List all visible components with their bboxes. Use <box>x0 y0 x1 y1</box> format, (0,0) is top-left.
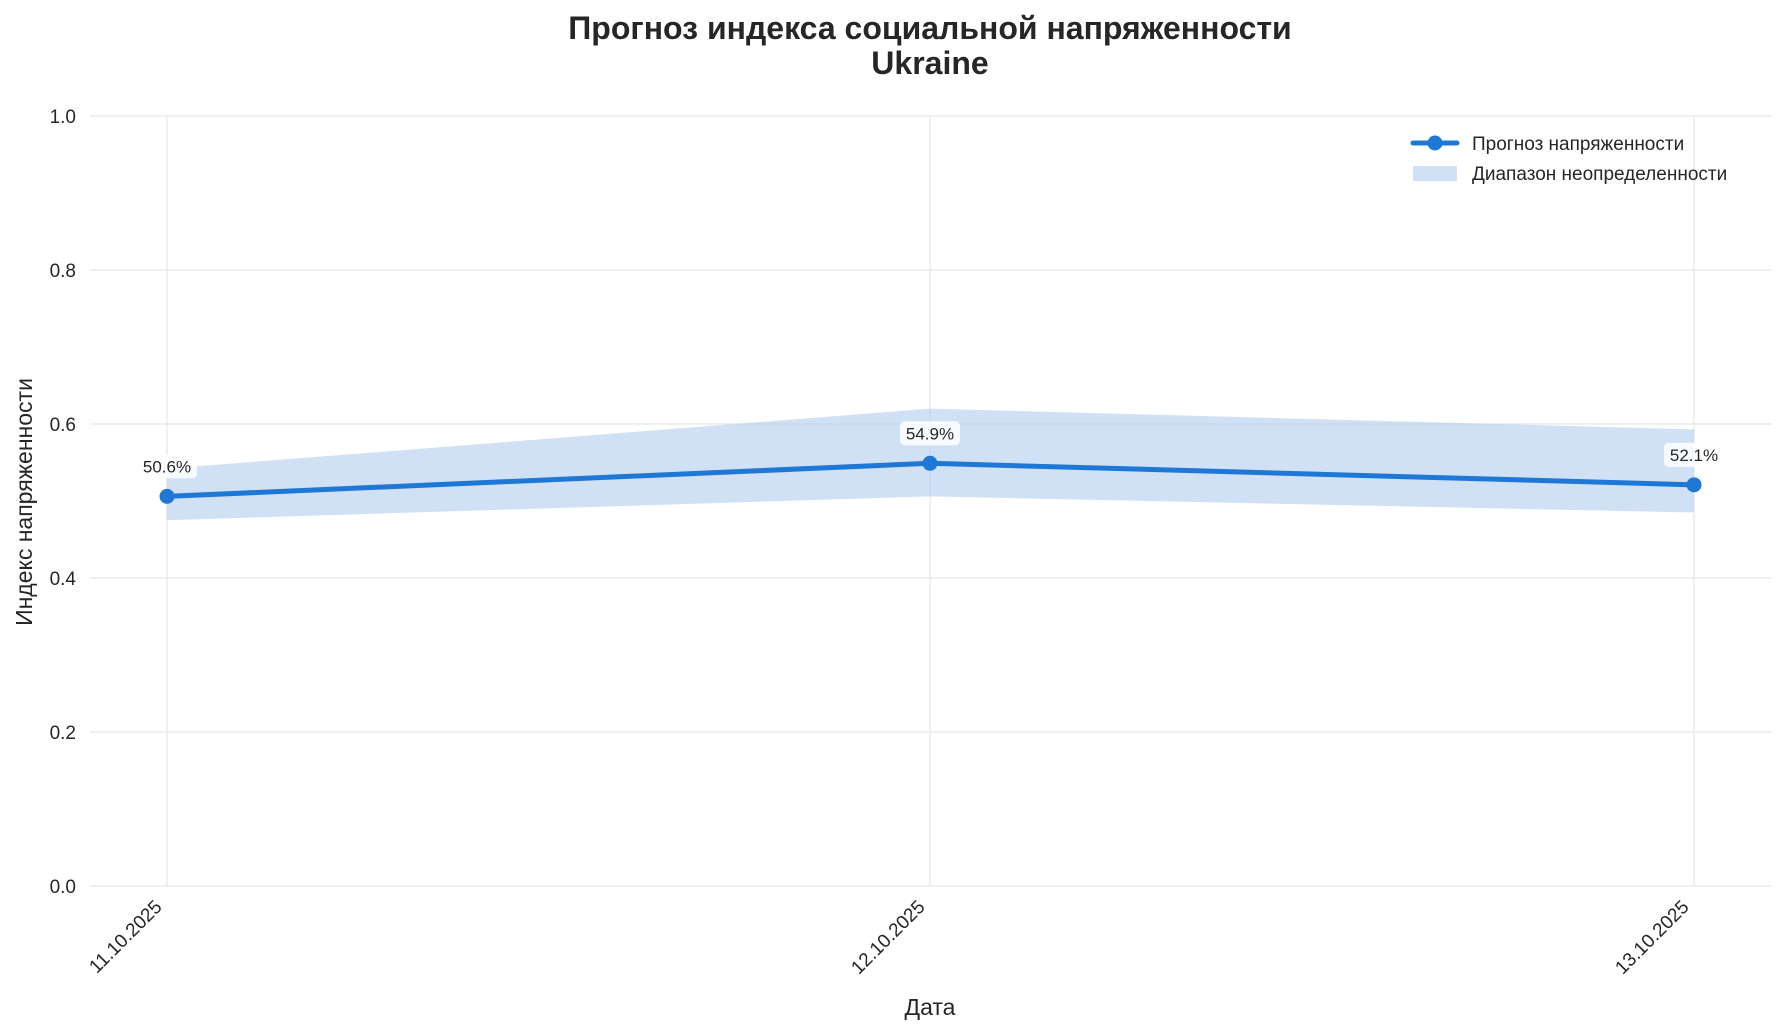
y-axis-label: Индекс напряженности <box>11 378 37 626</box>
data-labels: 50.6% 54.9% 52.1% <box>137 421 1724 479</box>
chart-subtitle: Ukraine <box>871 45 988 81</box>
data-point <box>159 488 175 504</box>
y-tick-label: 0.2 <box>50 723 76 744</box>
grid <box>90 115 1772 887</box>
data-label: 54.9% <box>906 424 954 443</box>
series-layer <box>159 455 1702 504</box>
y-tick-label: 0.6 <box>50 415 76 436</box>
y-tick-label: 0.0 <box>50 877 76 898</box>
x-axis-label: Дата <box>905 994 956 1020</box>
legend-series-label: Прогноз напряженности <box>1472 134 1684 155</box>
x-tick-label: 12.10.2025 <box>847 897 929 979</box>
data-label-box <box>137 454 197 479</box>
data-point <box>922 455 938 471</box>
data-label: 50.6% <box>143 457 191 476</box>
y-tick-label: 0.8 <box>50 261 76 282</box>
data-point <box>1686 477 1702 493</box>
y-tick-label: 1.0 <box>50 107 76 128</box>
legend: Прогноз напряженности Диапазон неопредел… <box>1410 134 1727 185</box>
data-label-box <box>900 421 960 446</box>
chart-title: Прогноз индекса социальной напряженности <box>568 10 1291 46</box>
legend-band-swatch <box>1413 166 1457 181</box>
legend-marker-swatch <box>1427 135 1443 151</box>
x-tick-label: 11.10.2025 <box>85 897 166 978</box>
legend-band-label: Диапазон неопределенности <box>1472 164 1727 185</box>
data-label: 52.1% <box>1670 446 1718 465</box>
data-label-box <box>1664 442 1724 467</box>
x-tick-labels: 11.10.2025 12.10.2025 13.10.2025 <box>85 897 1693 979</box>
x-tick-label: 13.10.2025 <box>1611 897 1693 979</box>
y-tick-label: 0.4 <box>50 569 77 590</box>
y-tick-labels: 0.0 0.2 0.4 0.6 0.8 1.0 <box>50 107 77 898</box>
